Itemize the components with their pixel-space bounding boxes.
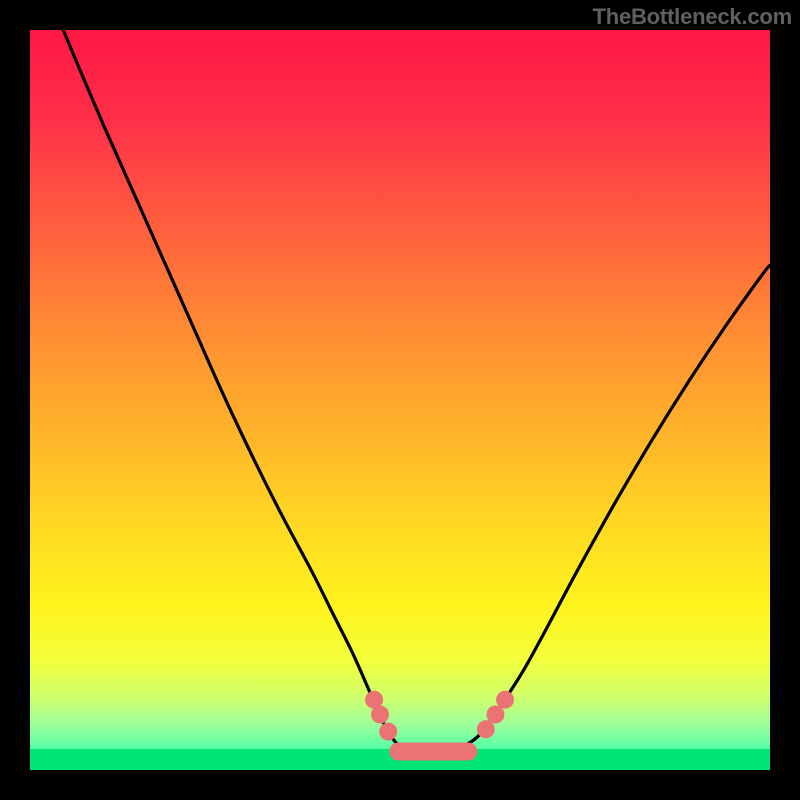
highlight-dot: [486, 706, 504, 724]
plot-area: [30, 30, 770, 770]
highlight-markers: [30, 30, 770, 770]
highlight-capsule: [389, 743, 477, 761]
chart-outer-frame: TheBottleneck.com: [0, 0, 800, 800]
watermark-link[interactable]: TheBottleneck.com: [592, 4, 792, 30]
highlight-dot: [477, 720, 495, 738]
highlight-dot: [371, 706, 389, 724]
highlight-dot: [379, 723, 397, 741]
highlight-dot: [496, 691, 514, 709]
